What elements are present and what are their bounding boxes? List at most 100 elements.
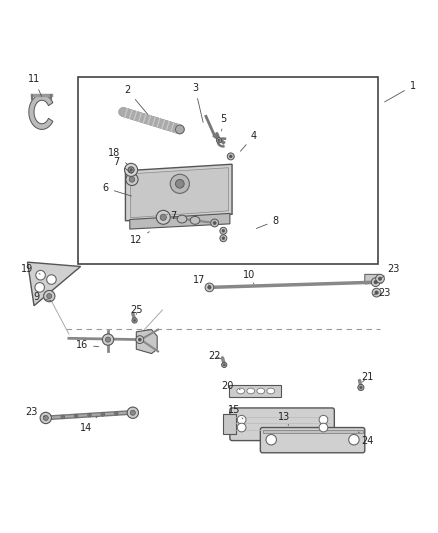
- Text: 15: 15: [228, 405, 243, 419]
- Circle shape: [222, 362, 227, 367]
- Circle shape: [130, 410, 135, 415]
- Ellipse shape: [267, 388, 275, 394]
- Text: 23: 23: [374, 288, 391, 297]
- Circle shape: [47, 294, 52, 298]
- Text: 18: 18: [109, 148, 127, 165]
- Circle shape: [36, 270, 46, 280]
- Bar: [78, 77, 378, 264]
- Text: 13: 13: [278, 411, 290, 425]
- Circle shape: [130, 168, 132, 171]
- Circle shape: [227, 153, 234, 160]
- Circle shape: [115, 411, 118, 415]
- Ellipse shape: [247, 388, 254, 394]
- Text: 23: 23: [382, 264, 399, 277]
- Circle shape: [372, 288, 381, 297]
- Circle shape: [138, 338, 141, 341]
- Circle shape: [40, 413, 51, 424]
- Ellipse shape: [190, 216, 200, 224]
- Text: 16: 16: [76, 340, 99, 350]
- Circle shape: [223, 364, 225, 366]
- Circle shape: [220, 228, 227, 235]
- Text: 7: 7: [167, 212, 177, 221]
- Text: 9: 9: [33, 292, 51, 302]
- Text: 10: 10: [244, 270, 256, 284]
- Circle shape: [205, 283, 214, 292]
- Circle shape: [35, 282, 45, 292]
- Circle shape: [358, 384, 364, 391]
- Polygon shape: [136, 329, 157, 353]
- Circle shape: [132, 318, 137, 323]
- Circle shape: [222, 229, 225, 232]
- Circle shape: [374, 280, 378, 284]
- FancyBboxPatch shape: [260, 427, 365, 453]
- Text: 2: 2: [124, 85, 148, 114]
- Polygon shape: [29, 94, 53, 130]
- Circle shape: [75, 415, 77, 417]
- Text: 11: 11: [28, 75, 42, 96]
- Circle shape: [349, 434, 359, 445]
- Circle shape: [216, 138, 222, 143]
- Text: 3: 3: [192, 83, 203, 123]
- Circle shape: [375, 291, 378, 294]
- Bar: [223, 414, 236, 434]
- Circle shape: [44, 290, 55, 302]
- Circle shape: [116, 413, 117, 414]
- Circle shape: [43, 415, 48, 421]
- Circle shape: [126, 173, 138, 185]
- Text: 5: 5: [220, 114, 226, 131]
- Text: 8: 8: [256, 216, 279, 229]
- Circle shape: [156, 211, 170, 224]
- Circle shape: [371, 278, 380, 287]
- Polygon shape: [131, 168, 229, 218]
- Circle shape: [61, 415, 64, 418]
- Text: 19: 19: [21, 264, 40, 274]
- Text: 20: 20: [222, 381, 240, 391]
- Circle shape: [319, 423, 328, 432]
- Text: 25: 25: [130, 305, 142, 315]
- Circle shape: [128, 167, 134, 173]
- Text: 12: 12: [130, 232, 149, 245]
- Circle shape: [128, 167, 134, 173]
- Circle shape: [211, 219, 219, 227]
- Text: 24: 24: [358, 432, 373, 446]
- Circle shape: [124, 163, 138, 176]
- Polygon shape: [365, 274, 382, 284]
- Circle shape: [360, 386, 362, 389]
- Text: 21: 21: [361, 373, 373, 383]
- Text: 6: 6: [103, 183, 131, 196]
- Circle shape: [160, 214, 166, 221]
- Circle shape: [237, 423, 246, 432]
- Circle shape: [74, 414, 78, 418]
- Circle shape: [62, 416, 64, 417]
- Circle shape: [176, 125, 184, 134]
- Circle shape: [376, 274, 385, 283]
- Circle shape: [266, 434, 276, 445]
- Circle shape: [102, 334, 114, 345]
- Text: 4: 4: [240, 131, 257, 151]
- Text: 1: 1: [385, 81, 416, 102]
- Text: 7: 7: [113, 157, 132, 173]
- Text: 22: 22: [208, 351, 221, 361]
- Circle shape: [176, 180, 184, 188]
- FancyBboxPatch shape: [230, 408, 334, 441]
- Polygon shape: [262, 430, 363, 433]
- Polygon shape: [28, 262, 81, 305]
- Circle shape: [134, 319, 136, 321]
- Bar: [229, 385, 281, 397]
- Text: 17: 17: [193, 274, 210, 286]
- Circle shape: [129, 177, 135, 182]
- Circle shape: [220, 235, 227, 241]
- Circle shape: [89, 415, 90, 416]
- Circle shape: [136, 336, 144, 344]
- Circle shape: [127, 407, 138, 418]
- Text: 14: 14: [80, 417, 97, 433]
- Circle shape: [106, 337, 110, 342]
- Circle shape: [378, 277, 382, 280]
- Circle shape: [47, 275, 56, 284]
- Circle shape: [208, 286, 211, 289]
- Circle shape: [102, 414, 104, 415]
- Ellipse shape: [237, 388, 245, 394]
- Polygon shape: [125, 164, 232, 221]
- Circle shape: [218, 139, 220, 141]
- Polygon shape: [130, 213, 230, 229]
